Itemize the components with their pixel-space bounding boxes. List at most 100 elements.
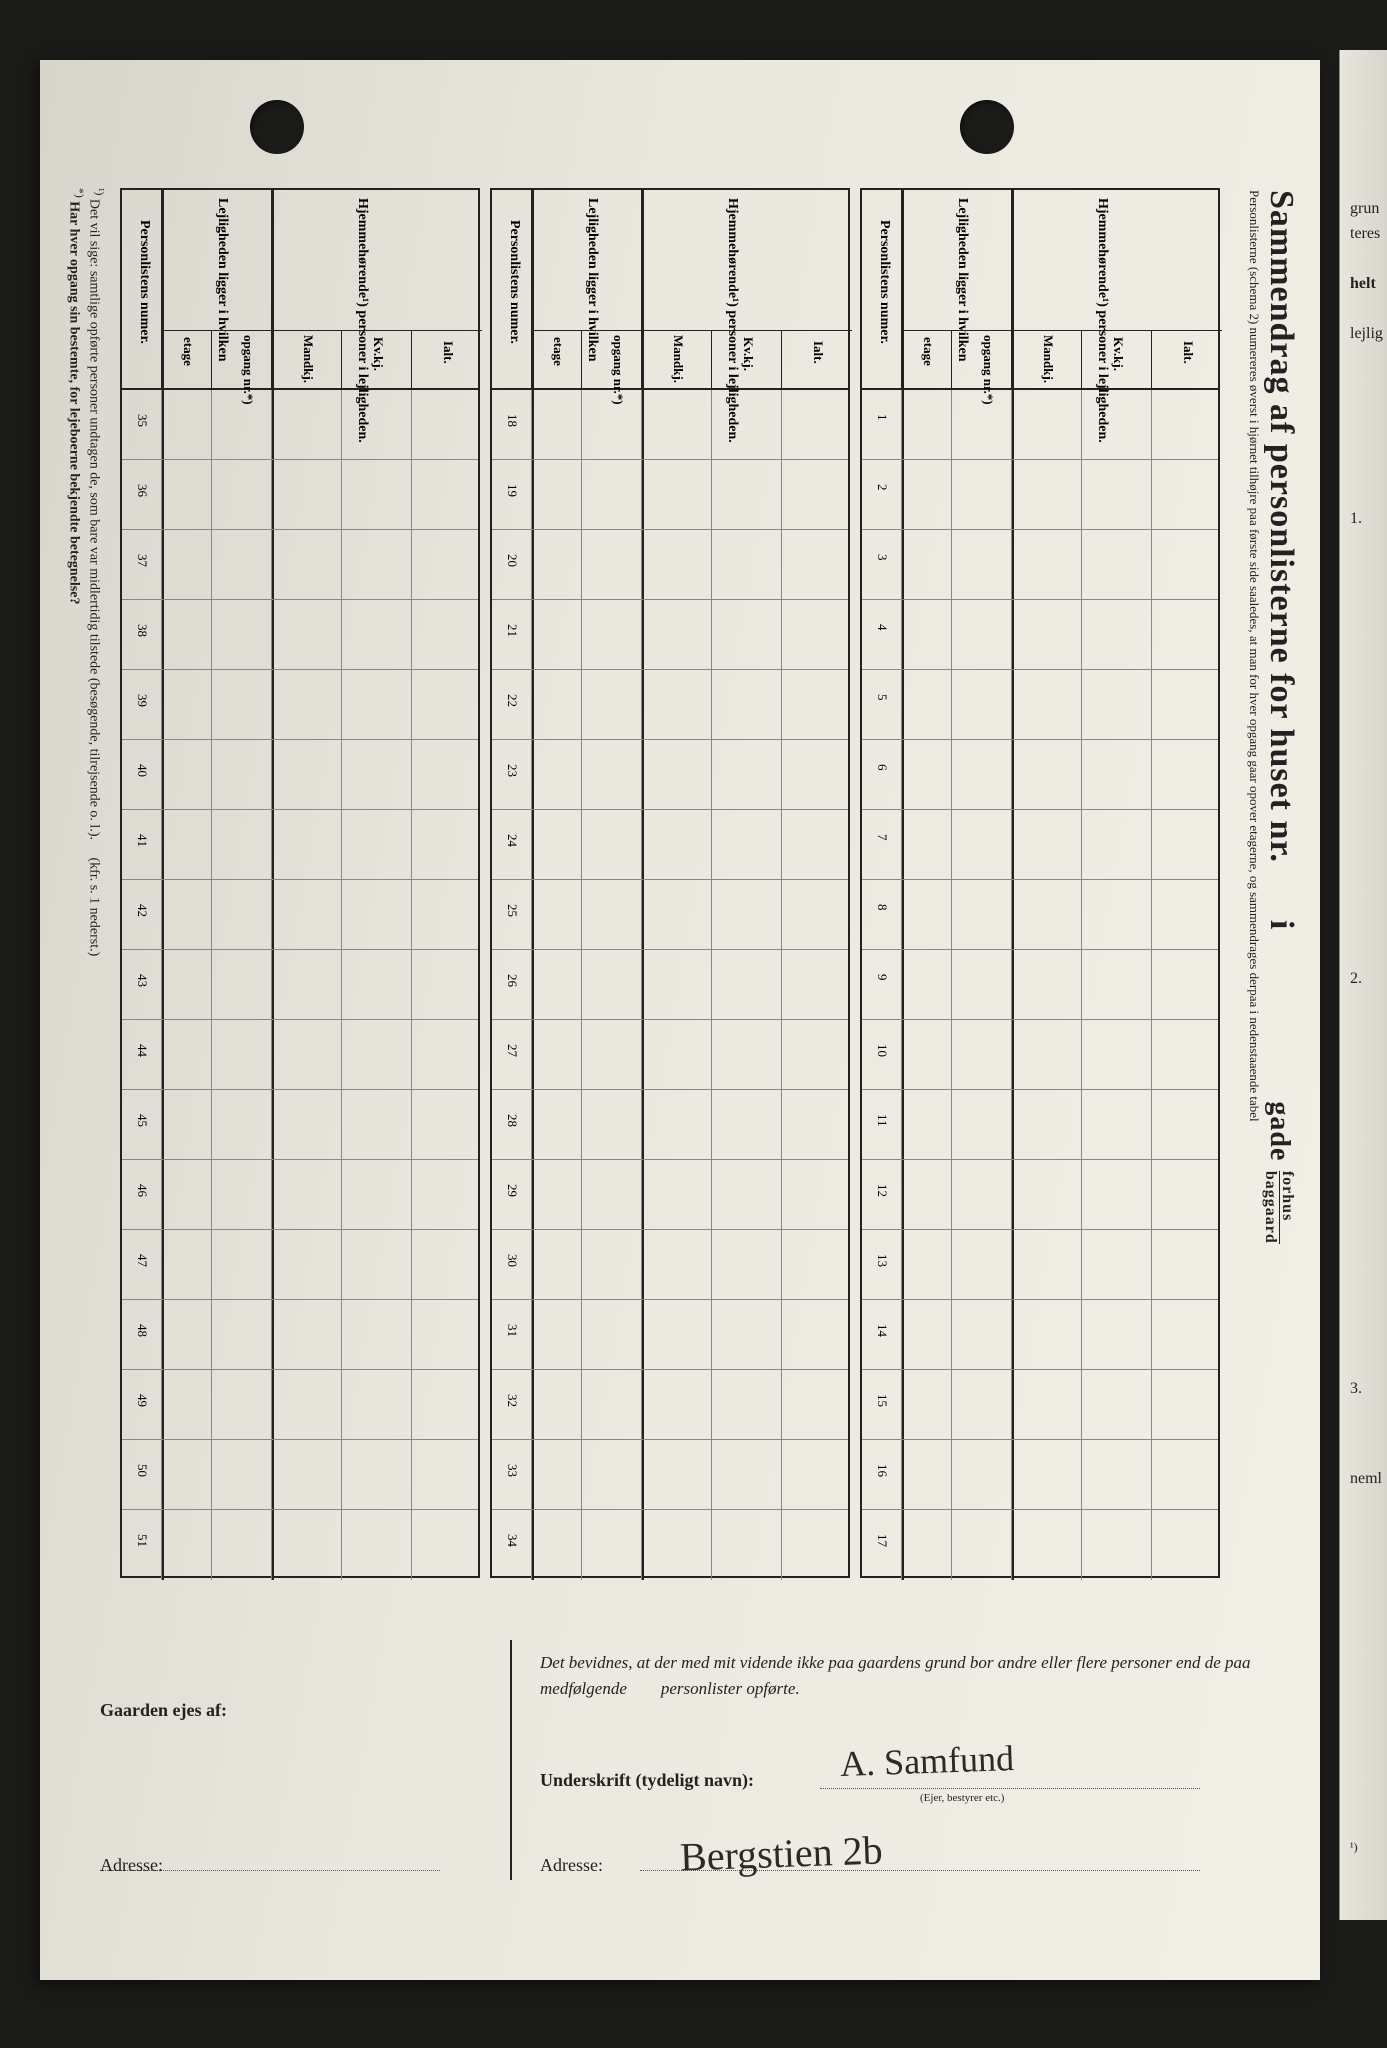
table-row: 13 bbox=[862, 1230, 1218, 1300]
cell bbox=[1082, 1090, 1152, 1159]
cell bbox=[952, 530, 1012, 599]
cell bbox=[782, 390, 852, 459]
cell bbox=[642, 1230, 712, 1299]
cell bbox=[532, 1090, 582, 1159]
cell bbox=[1152, 1160, 1222, 1229]
cell bbox=[212, 670, 272, 739]
cell bbox=[1012, 740, 1082, 809]
cell bbox=[412, 1370, 482, 1439]
cell bbox=[412, 1020, 482, 1089]
footnotes: *) Har hver opgang sin bestemte, for lej… bbox=[59, 188, 86, 604]
cell bbox=[642, 1090, 712, 1159]
cell bbox=[342, 460, 412, 529]
cell bbox=[272, 950, 342, 1019]
cell bbox=[1152, 460, 1222, 529]
cell-num: 24 bbox=[492, 810, 532, 879]
cell-num: 38 bbox=[122, 600, 162, 669]
cell bbox=[272, 530, 342, 599]
cell bbox=[1082, 600, 1152, 669]
cell bbox=[1012, 1020, 1082, 1089]
table-row: 3 bbox=[862, 530, 1218, 600]
cell bbox=[712, 1510, 782, 1580]
table-row: 8 bbox=[862, 880, 1218, 950]
cell bbox=[1012, 1230, 1082, 1299]
table-row: 21 bbox=[492, 600, 848, 670]
cell bbox=[412, 810, 482, 879]
cell bbox=[1012, 880, 1082, 949]
cell bbox=[532, 460, 582, 529]
cell bbox=[272, 600, 342, 669]
cell bbox=[342, 810, 412, 879]
cell bbox=[532, 1370, 582, 1439]
cell bbox=[162, 1090, 212, 1159]
table-block-1: Personlistens numer. Lejligheden ligger … bbox=[860, 188, 1220, 1578]
col-etage: etage bbox=[920, 337, 936, 366]
cell bbox=[1012, 1510, 1082, 1580]
cell bbox=[342, 1160, 412, 1229]
col-etage: etage bbox=[180, 337, 196, 366]
table-row: 31 bbox=[492, 1300, 848, 1370]
table-row: 41 bbox=[122, 810, 478, 880]
cell-num: 46 bbox=[122, 1160, 162, 1229]
cell bbox=[642, 810, 712, 879]
cell bbox=[582, 670, 642, 739]
cell-num: 47 bbox=[122, 1230, 162, 1299]
cell bbox=[532, 1020, 582, 1089]
cell-num: 10 bbox=[862, 1020, 902, 1089]
cell-num: 16 bbox=[862, 1440, 902, 1509]
cell bbox=[582, 1230, 642, 1299]
cell bbox=[582, 950, 642, 1019]
cell bbox=[532, 1300, 582, 1369]
cell-num: 34 bbox=[492, 1510, 532, 1580]
cell bbox=[642, 600, 712, 669]
table-row: 42 bbox=[122, 880, 478, 950]
cell bbox=[1152, 950, 1222, 1019]
cell bbox=[902, 740, 952, 809]
cell bbox=[642, 1160, 712, 1229]
cell bbox=[272, 460, 342, 529]
cell bbox=[1012, 600, 1082, 669]
cell-num: 44 bbox=[122, 1020, 162, 1089]
cell-num: 6 bbox=[862, 740, 902, 809]
cell bbox=[642, 530, 712, 599]
cell bbox=[642, 1020, 712, 1089]
cell-num: 15 bbox=[862, 1370, 902, 1439]
table-row: 6 bbox=[862, 740, 1218, 810]
cell bbox=[582, 810, 642, 879]
cell bbox=[342, 600, 412, 669]
table-row: 22 bbox=[492, 670, 848, 740]
cell-num: 30 bbox=[492, 1230, 532, 1299]
cell bbox=[162, 1020, 212, 1089]
cell bbox=[952, 1510, 1012, 1580]
table-row: 18 bbox=[492, 390, 848, 460]
cell bbox=[412, 1090, 482, 1159]
cell bbox=[582, 1300, 642, 1369]
cell bbox=[1012, 1440, 1082, 1509]
cell bbox=[212, 1160, 272, 1229]
cut-text: grun bbox=[1350, 200, 1379, 218]
table-row: 51 bbox=[122, 1510, 478, 1580]
cell bbox=[952, 600, 1012, 669]
cell bbox=[412, 1230, 482, 1299]
cell bbox=[412, 1510, 482, 1580]
cell bbox=[582, 390, 642, 459]
cell bbox=[532, 600, 582, 669]
cell bbox=[582, 1160, 642, 1229]
table-rows: 1819202122232425262728293031323334 bbox=[492, 390, 848, 1580]
cell-num: 3 bbox=[862, 530, 902, 599]
cell bbox=[342, 670, 412, 739]
cell-num: 41 bbox=[122, 810, 162, 879]
cell-num: 13 bbox=[862, 1230, 902, 1299]
cell bbox=[1152, 1300, 1222, 1369]
cell bbox=[782, 880, 852, 949]
cell bbox=[532, 530, 582, 599]
cell-num: 32 bbox=[492, 1370, 532, 1439]
cell bbox=[162, 740, 212, 809]
cell bbox=[1012, 390, 1082, 459]
cell bbox=[272, 1510, 342, 1580]
cell bbox=[712, 600, 782, 669]
cell bbox=[342, 1090, 412, 1159]
cell bbox=[1082, 1370, 1152, 1439]
cell bbox=[1082, 1440, 1152, 1509]
cell bbox=[712, 1300, 782, 1369]
